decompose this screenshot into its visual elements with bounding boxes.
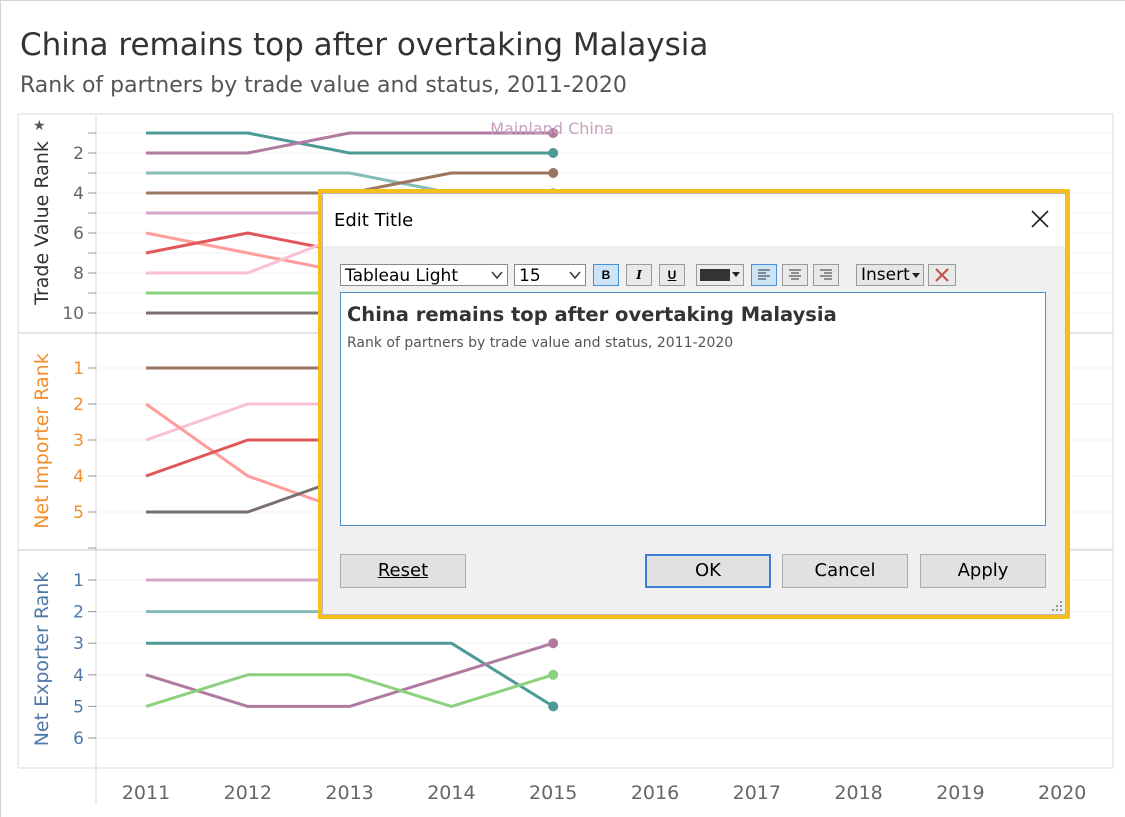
bold-button[interactable]: B	[593, 264, 619, 286]
y-tick-label: 5	[73, 503, 84, 523]
x-tick-label: 2011	[122, 782, 170, 804]
chevron-down-icon	[491, 271, 503, 280]
font-color-swatch	[700, 269, 730, 281]
series-end-point	[548, 701, 559, 712]
clear-formatting-button[interactable]	[928, 264, 956, 286]
edit-title-dialog: Edit Title Tableau Light 15 B I U	[322, 193, 1066, 615]
align-left-icon	[758, 269, 770, 280]
y-tick-label: 1	[73, 359, 84, 379]
reset-button[interactable]: Reset	[340, 554, 466, 588]
editor-subtitle-line[interactable]: Rank of partners by trade value and stat…	[347, 335, 734, 351]
series-end-point	[548, 669, 559, 680]
y-tick-label: 10	[62, 304, 84, 324]
dialog-titlebar[interactable]: Edit Title	[323, 194, 1065, 246]
y-tick-label: 3	[73, 634, 84, 654]
clear-x-icon	[935, 268, 949, 282]
cancel-button[interactable]: Cancel	[782, 554, 908, 588]
series-line	[146, 131, 554, 155]
y-tick-label: 6	[73, 729, 84, 749]
font-family-select[interactable]: Tableau Light	[340, 264, 508, 286]
italic-button[interactable]: I	[626, 264, 652, 286]
y-tick-label: 6	[73, 224, 84, 244]
underline-button[interactable]: U	[659, 264, 685, 286]
y-tick-label: 1	[73, 571, 84, 591]
y-tick-label: 4	[73, 467, 84, 487]
align-left-button[interactable]	[751, 264, 777, 286]
pin-icon: ★	[33, 118, 46, 134]
resize-grip-icon[interactable]	[1051, 600, 1063, 612]
close-icon[interactable]	[1025, 204, 1055, 234]
series-end-point	[548, 638, 559, 649]
title-text-editor[interactable]: China remains top after overtaking Malay…	[340, 292, 1046, 526]
series-end-point	[548, 128, 559, 138]
y-axis-title: Trade Value Rank	[31, 141, 53, 306]
editor-title-line[interactable]: China remains top after overtaking Malay…	[347, 303, 837, 326]
ok-button[interactable]: OK	[645, 554, 771, 588]
y-axis-title: Net Importer Rank	[31, 353, 53, 528]
y-tick-label: 4	[73, 184, 84, 204]
x-tick-label: 2020	[1038, 782, 1086, 804]
y-tick-label: 2	[73, 144, 84, 164]
align-right-icon	[820, 269, 832, 280]
font-size-select[interactable]: 15	[514, 264, 586, 286]
series-end-point	[548, 148, 559, 158]
y-axis-title: Net Exporter Rank	[31, 572, 53, 747]
x-tick-label: 2012	[224, 782, 272, 804]
y-tick-label: 3	[73, 431, 84, 451]
page-subtitle[interactable]: Rank of partners by trade value and stat…	[20, 73, 627, 98]
font-family-value: Tableau Light	[345, 266, 458, 286]
x-tick-label: 2016	[631, 782, 679, 804]
font-size-value: 15	[519, 266, 541, 286]
y-tick-label: 4	[73, 666, 84, 686]
caret-down-icon	[732, 272, 740, 277]
page-title[interactable]: China remains top after overtaking Malay…	[20, 27, 709, 63]
insert-label: Insert	[861, 265, 910, 285]
x-tick-label: 2013	[325, 782, 373, 804]
mainland-china-label: Mainland China	[490, 119, 614, 138]
dialog-title: Edit Title	[334, 210, 414, 231]
x-tick-label: 2019	[936, 782, 984, 804]
x-tick-label: 2015	[529, 782, 577, 804]
insert-button[interactable]: Insert	[856, 264, 924, 286]
font-color-picker[interactable]	[696, 264, 744, 286]
align-right-button[interactable]	[813, 264, 839, 286]
x-tick-label: 2014	[427, 782, 475, 804]
chevron-down-icon	[569, 271, 581, 280]
y-tick-label: 2	[73, 395, 84, 415]
x-tick-label: 2018	[834, 782, 882, 804]
y-tick-label: 5	[73, 697, 84, 717]
reset-label: Reset	[377, 560, 429, 581]
series-line	[145, 673, 554, 708]
align-center-button[interactable]	[782, 264, 808, 286]
caret-down-icon	[912, 273, 920, 278]
y-tick-label: 2	[73, 603, 84, 623]
y-tick-label: 8	[73, 264, 84, 284]
apply-button[interactable]: Apply	[920, 554, 1046, 588]
align-center-icon	[789, 269, 801, 280]
series-end-point	[548, 168, 559, 178]
series-line	[145, 641, 554, 708]
x-tick-label: 2017	[733, 782, 781, 804]
series-line	[146, 131, 554, 155]
